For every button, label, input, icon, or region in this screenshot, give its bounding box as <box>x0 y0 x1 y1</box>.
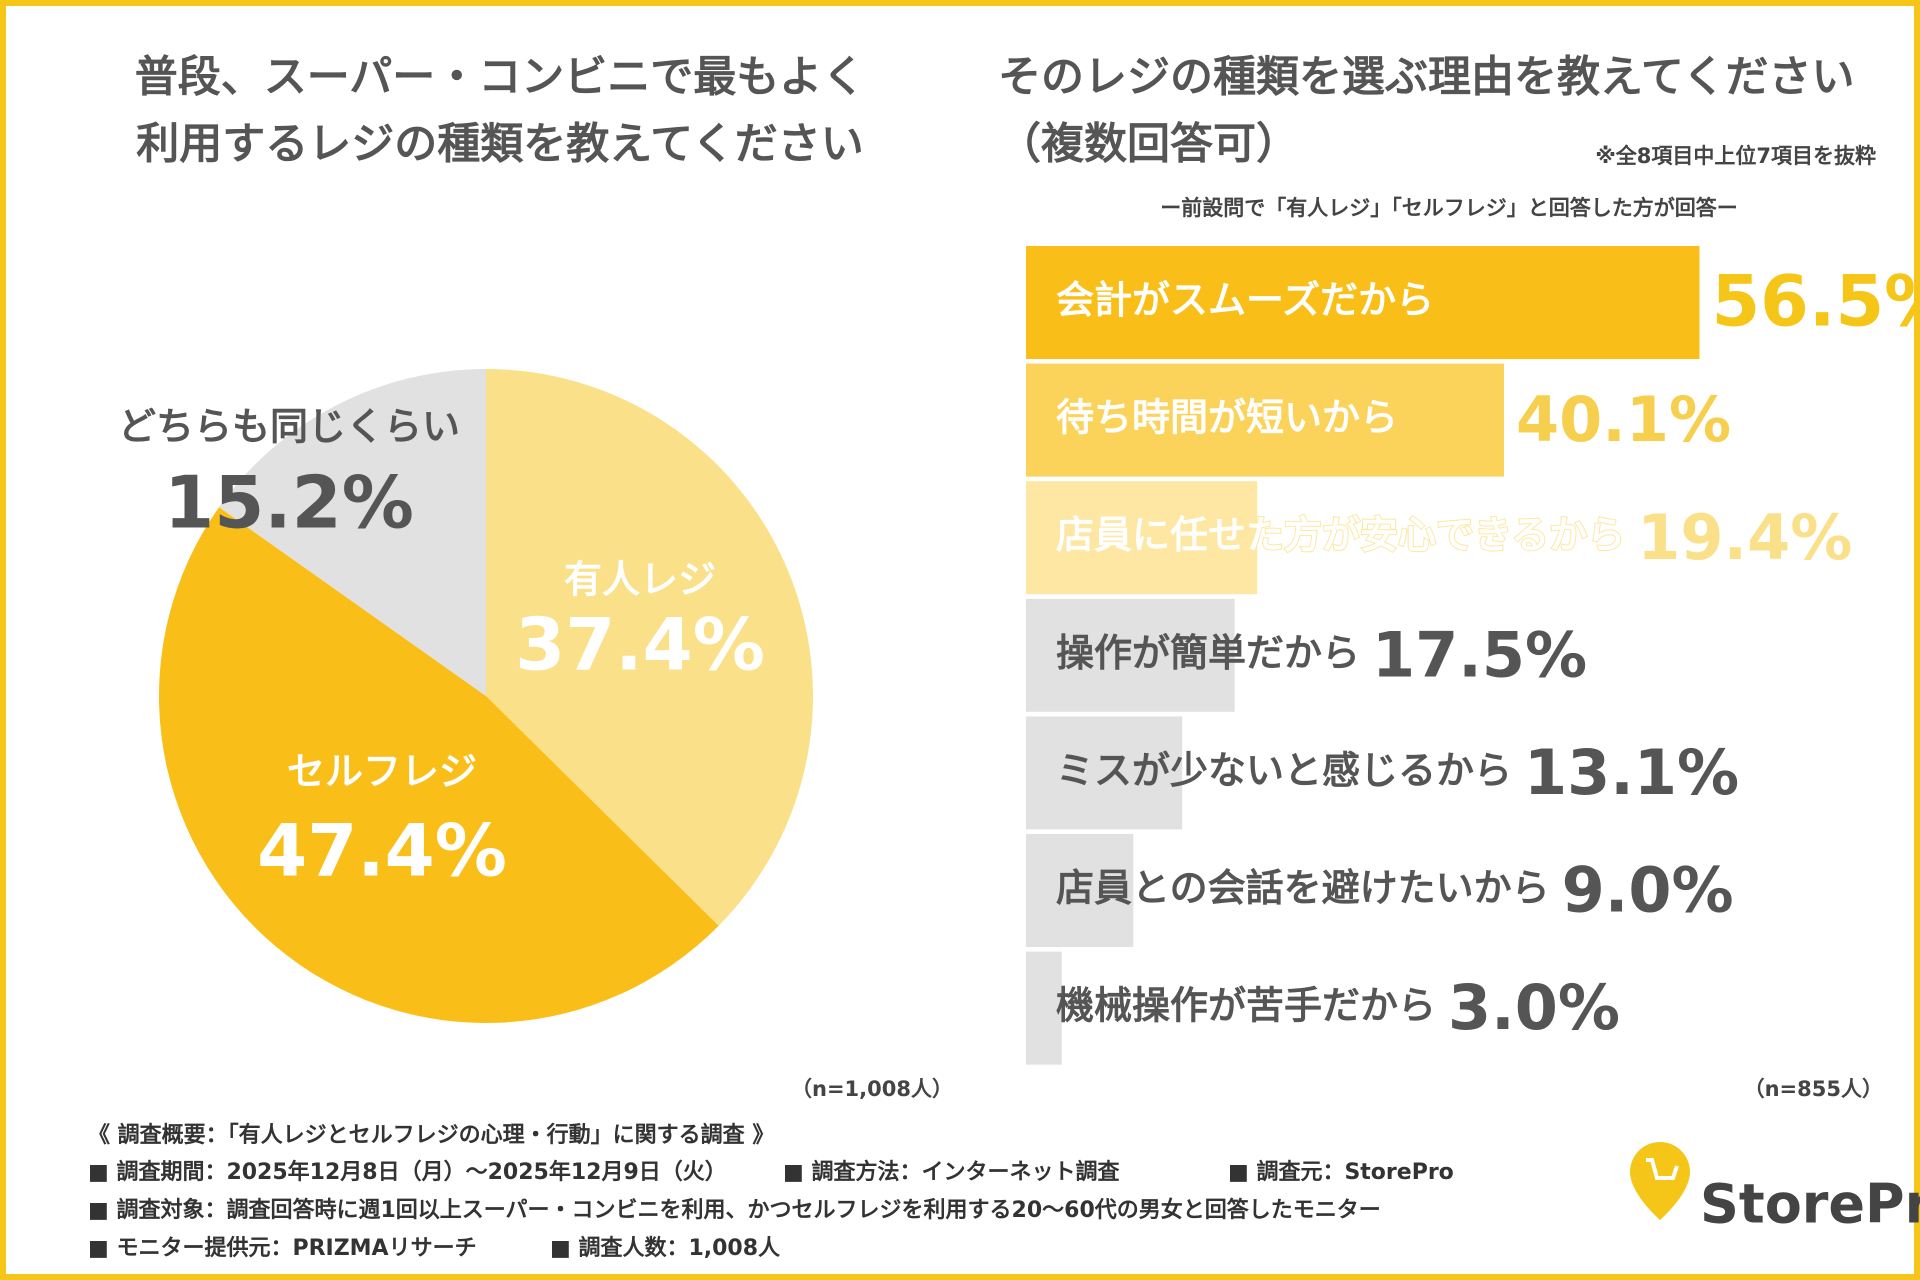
survey-item: ■ モニター提供元：PRIZMAリサーチ <box>88 1235 477 1261</box>
survey-heading: 《 調査概要：「有人レジとセルフレジの心理・行動」に関する調査 》 <box>88 1122 774 1148</box>
value-label: 9.0% <box>1562 854 1734 927</box>
logo-text: StorePro <box>1700 1173 1920 1236</box>
bar <box>1026 481 1258 595</box>
value-label: 17.5% <box>1372 618 1587 691</box>
value-label: 3.0% <box>1448 971 1620 1044</box>
bar-label: 操作が簡単だから <box>1056 631 1360 675</box>
bar <box>1026 598 1235 712</box>
value-label: 40.1% <box>1516 383 1731 456</box>
slice-value: 15.2% <box>164 461 414 545</box>
slice-value: 47.4% <box>257 809 507 893</box>
bar-label: 待ち時間が短いから <box>1056 396 1398 440</box>
survey-item: ■ 調査対象：調査回答時に週1回以上スーパー・コンビニを利用、かつセルフレジを利… <box>88 1197 1381 1223</box>
survey-item: ■ 調査期間：2025年12月8日（月）〜2025年12月9日（火） <box>88 1159 727 1185</box>
bar-label: ミスが少ないと感じるから <box>1056 748 1512 792</box>
pie-title: 普段、スーパー・コンビニで最もよく <box>135 53 866 103</box>
bar <box>1026 246 1700 359</box>
slice-value: 37.4% <box>515 603 765 687</box>
bar <box>1026 834 1134 947</box>
bar-label: 店員との会話を避けたいから <box>1056 866 1550 910</box>
logo-icon <box>1630 1142 1690 1220</box>
slice-label: どちらも同じくらい <box>118 405 460 449</box>
bar-title: そのレジの種類を選ぶ理由を教えてください <box>998 53 1855 103</box>
bar <box>1026 716 1183 830</box>
pie-slice <box>158 507 719 1024</box>
sample-note: （n=1,008人） <box>791 1077 953 1101</box>
subtitle: ー前設問で「有人レジ」「セルフレジ」と回答した方が回答ー <box>1160 196 1738 220</box>
pie-slice <box>486 369 814 926</box>
bar-label: 店員に任せた方が安心できるから <box>1056 513 1625 557</box>
pie-title: 利用するレジの種類を教えてください <box>136 120 864 170</box>
survey-item: ■ 調査人数：1,008人 <box>550 1235 780 1261</box>
value-label: 19.4% <box>1637 501 1852 574</box>
sample-note: （n=855人） <box>1744 1077 1883 1101</box>
bar <box>1026 951 1062 1065</box>
pie-slice <box>219 369 486 696</box>
bar-title: （複数回答可） <box>998 120 1299 170</box>
value-label: 56.5% <box>1711 261 1920 343</box>
slice-label: 有人レジ <box>564 558 716 602</box>
survey-item: ■ 調査方法：インターネット調査 <box>783 1159 1120 1185</box>
bar <box>1026 363 1504 477</box>
bar-label: 機械操作が苦手だから <box>1056 984 1436 1028</box>
slice-label: セルフレジ <box>287 750 477 794</box>
survey-item: ■ 調査元：StorePro <box>1228 1159 1454 1185</box>
value-label: 13.1% <box>1524 736 1739 809</box>
annotation: ※全8項目中上位7項目を抜粋 <box>1595 144 1876 168</box>
bar-label: 会計がスムーズだから <box>1056 278 1434 322</box>
